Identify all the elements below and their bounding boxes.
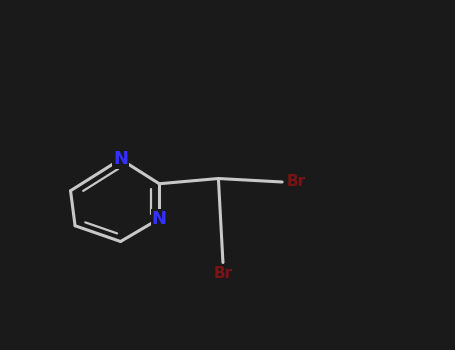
Text: Br: Br — [213, 266, 233, 280]
Text: Br: Br — [286, 175, 305, 189]
Text: N: N — [152, 210, 167, 228]
Text: N: N — [113, 150, 128, 168]
